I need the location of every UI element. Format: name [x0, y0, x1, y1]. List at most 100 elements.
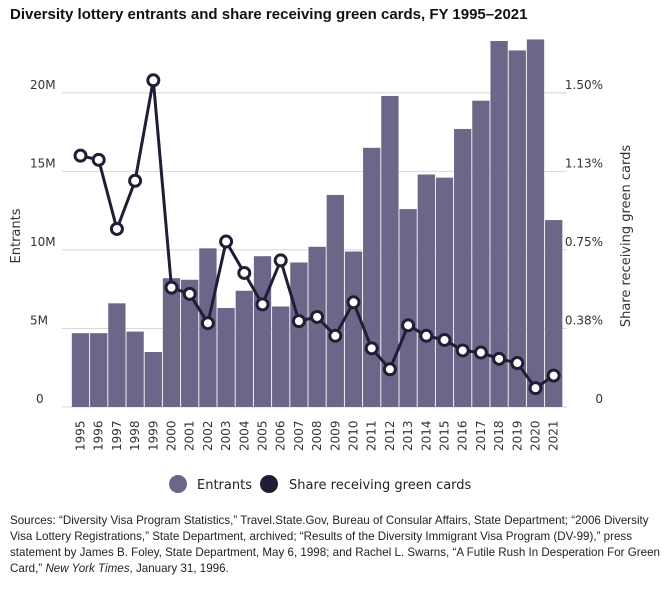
x-tick-label: 1998	[128, 420, 142, 451]
bar	[399, 209, 417, 407]
y-tick-label: 0	[36, 392, 44, 406]
bar	[108, 303, 126, 407]
source-date: , January 31, 1996.	[129, 562, 229, 575]
bar	[508, 50, 526, 407]
bar	[472, 100, 490, 407]
y2-axis-label: Share receiving green cards	[619, 145, 634, 328]
bar	[381, 95, 399, 407]
y2-tick-label: 0.75%	[565, 235, 603, 249]
x-tick-label: 2005	[256, 420, 270, 451]
bar	[144, 352, 162, 407]
share-point	[546, 368, 561, 383]
x-tick-label: 2011	[365, 420, 379, 451]
source-text: Sources: “Diversity Visa Program Statist…	[10, 514, 660, 575]
legend-label-share: Share receiving green cards	[289, 478, 472, 493]
share-point	[419, 328, 434, 343]
bar	[545, 220, 563, 407]
x-tick-label: 2000	[165, 420, 179, 451]
x-tick-label: 1999	[146, 420, 160, 451]
bar	[253, 256, 272, 407]
x-tick-label: 2012	[383, 420, 397, 451]
share-point	[437, 332, 452, 347]
share-point	[255, 297, 270, 312]
bar	[90, 333, 108, 407]
share-point	[91, 152, 106, 167]
share-point	[455, 343, 470, 358]
x-tick-label: 2020	[529, 420, 543, 451]
bar	[162, 278, 181, 407]
share-point	[73, 148, 88, 163]
share-point	[273, 253, 288, 268]
bar	[272, 306, 290, 407]
share-point	[473, 345, 488, 360]
source-note: Sources: “Diversity Visa Program Statist…	[10, 513, 665, 577]
chart-plot: 0 5M 10M 15M 20M 0 0.38% 0.75% 1.13% 1.50% 1995 199…	[9, 39, 634, 493]
bar	[235, 290, 253, 407]
x-tick-label: 2001	[183, 420, 197, 451]
x-tick-label: 2017	[474, 420, 488, 451]
source-publication: New York Times	[45, 562, 130, 575]
y-tick-label: 5M	[30, 313, 48, 327]
chart-title: Diversity lottery entrants and share rec…	[10, 6, 528, 23]
x-tick-label: 2007	[292, 420, 306, 451]
share-point	[219, 234, 234, 249]
x-tick-label: 1995	[74, 420, 88, 451]
bar	[363, 147, 381, 407]
bar	[344, 251, 363, 407]
share-point	[346, 295, 361, 310]
share-point	[528, 381, 543, 396]
x-tick-label: 2009	[328, 420, 342, 451]
share-point	[182, 286, 197, 301]
share-point	[164, 280, 179, 295]
x-tick-label: 2006	[274, 420, 288, 451]
y-tick-label: 20M	[30, 78, 56, 92]
bar	[71, 333, 90, 407]
y2-tick-label: 0	[595, 392, 603, 406]
x-tick-label: 2014	[419, 420, 433, 451]
x-tick-label: 2013	[401, 420, 415, 451]
x-tick-label: 2015	[438, 420, 452, 451]
share-point	[364, 341, 379, 356]
share-point	[237, 265, 252, 280]
bar	[454, 128, 472, 407]
bar	[290, 262, 308, 407]
x-tick-label: 2010	[347, 420, 361, 451]
bar	[417, 174, 435, 407]
share-point	[128, 173, 143, 188]
bar	[490, 40, 508, 407]
x-tick-label: 2021	[547, 420, 561, 451]
x-tick-label: 2003	[219, 420, 233, 451]
axis-ticks: 0 5M 10M 15M 20M 0 0.38% 0.75% 1.13% 1.50% 1995 199…	[30, 78, 603, 451]
share-point	[492, 351, 507, 366]
legend-swatch-entrants	[169, 475, 187, 493]
y2-tick-label: 0.38%	[565, 313, 603, 327]
y-axis-label: Entrants	[9, 208, 24, 263]
share-point	[109, 221, 124, 236]
bar	[181, 279, 199, 407]
x-tick-label: 2002	[201, 420, 215, 451]
share-point	[382, 362, 397, 377]
share-point	[200, 316, 215, 331]
legend-label-entrants: Entrants	[197, 478, 252, 493]
share-point	[401, 318, 416, 333]
share-point	[146, 73, 161, 88]
y-tick-label: 15M	[30, 156, 56, 170]
share-point	[291, 314, 306, 329]
x-tick-label: 1996	[92, 420, 106, 451]
bars	[71, 39, 563, 408]
x-tick-label: 1997	[110, 420, 124, 451]
bar	[308, 246, 326, 407]
x-tick-label: 2008	[310, 420, 324, 451]
bar	[435, 177, 454, 407]
x-tick-label: 2018	[492, 420, 506, 451]
share-point	[328, 328, 343, 343]
x-tick-label: 2016	[456, 420, 470, 451]
y-tick-label: 10M	[30, 235, 56, 249]
legend-swatch-share	[260, 475, 278, 493]
legend: Entrants Share receiving green cards	[169, 475, 472, 493]
y2-tick-label: 1.50%	[565, 78, 603, 92]
bar	[126, 331, 144, 407]
x-tick-label: 2004	[237, 420, 251, 451]
bar	[217, 308, 235, 407]
y2-tick-label: 1.13%	[565, 156, 603, 170]
